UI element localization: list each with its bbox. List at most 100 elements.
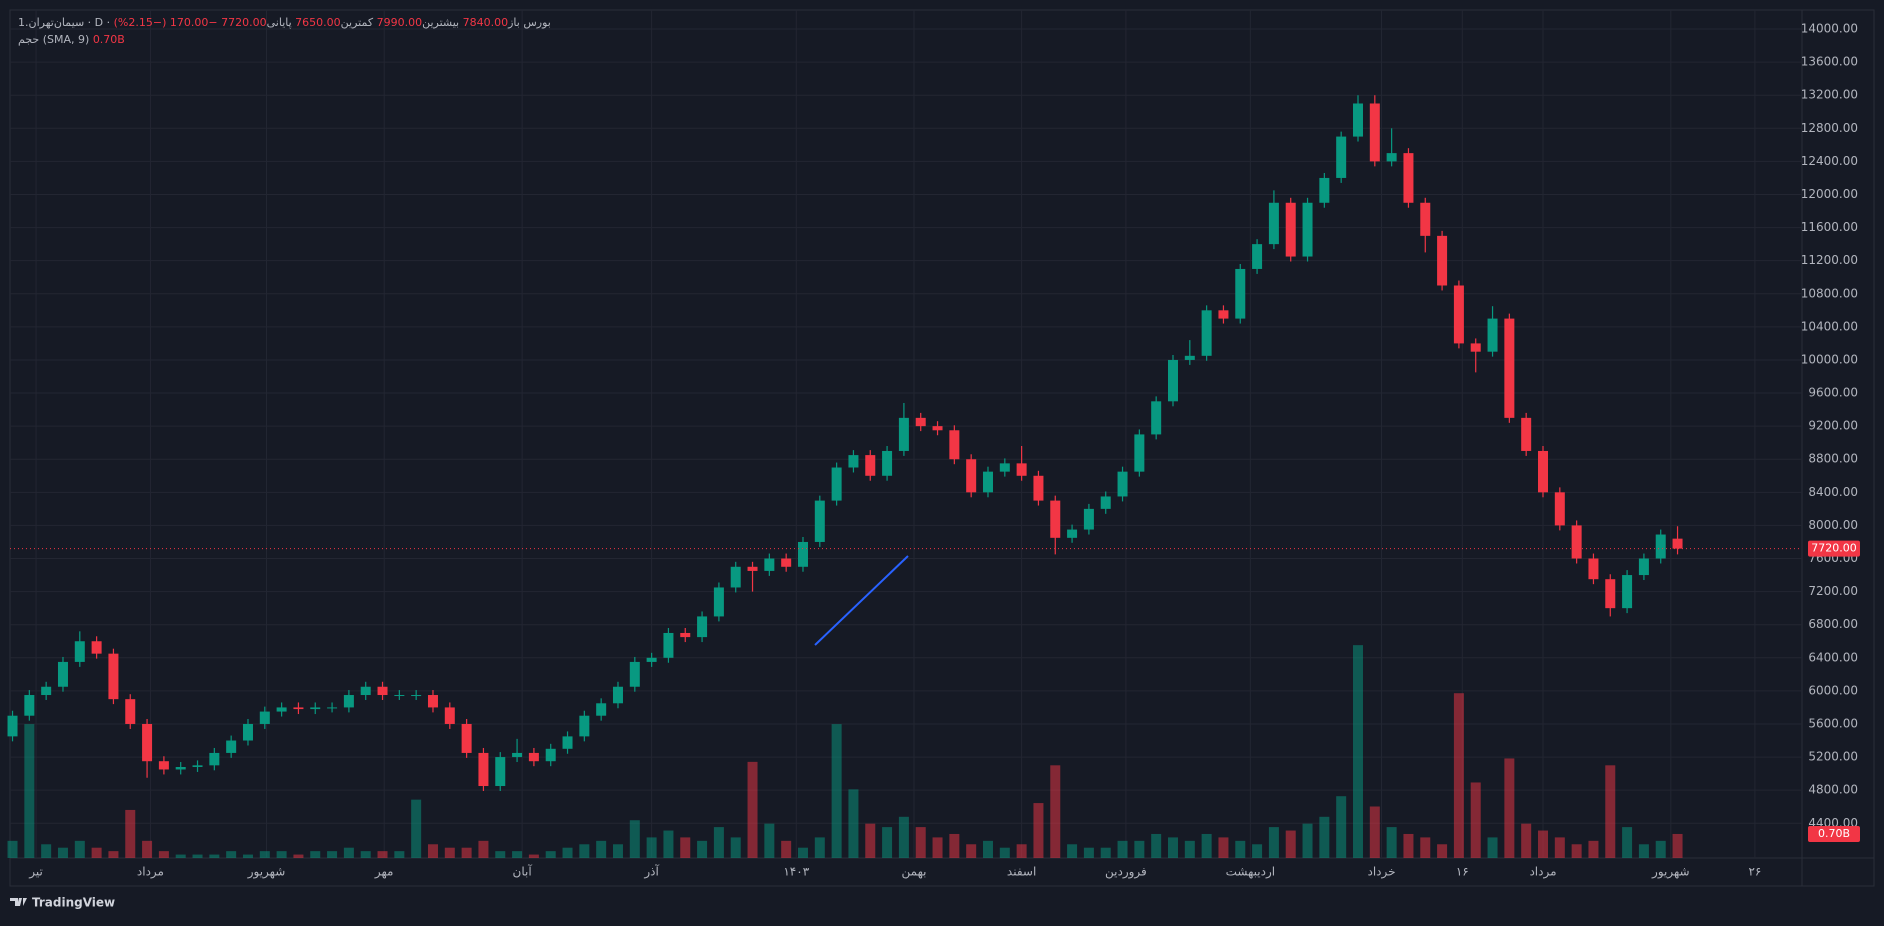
candle-body: [1151, 401, 1162, 435]
candle-body: [478, 752, 489, 787]
volume-bar: [1067, 844, 1078, 858]
x-tick-label: خرداد: [1368, 865, 1396, 880]
volume-bar: [91, 847, 102, 858]
candle-body: [1554, 492, 1565, 526]
volume-bar: [747, 761, 758, 858]
y-tick-label: 12400.00: [1801, 154, 1858, 168]
candle-body: [1352, 103, 1363, 137]
x-tick-label: شهریور: [1651, 865, 1690, 880]
y-tick-label: 10000.00: [1801, 352, 1858, 366]
volume-bar: [596, 840, 607, 858]
candle-body: [1537, 450, 1548, 493]
last-price-label: 7720.00: [1811, 542, 1857, 555]
volume-bar: [1672, 833, 1683, 858]
volume-bar: [1134, 840, 1145, 858]
volume-bar: [579, 844, 590, 858]
x-tick-label: مرداد: [137, 865, 164, 880]
volume-bar: [814, 837, 825, 858]
volume-bar: [1151, 833, 1162, 858]
x-tick-label: فروردین: [1105, 865, 1147, 880]
candle-body: [1201, 310, 1212, 356]
volume-bar: [461, 847, 472, 858]
candle-body: [175, 766, 186, 770]
candle-body: [1369, 103, 1380, 162]
y-tick-label: 5200.00: [1808, 750, 1858, 764]
candle-body: [1622, 575, 1633, 609]
y-tick-label: 8400.00: [1808, 485, 1858, 499]
volume-bar: [209, 854, 220, 858]
volume-bar: [1504, 758, 1515, 858]
volume-bar: [1437, 844, 1448, 858]
candle-body: [1453, 285, 1464, 344]
candle-body: [646, 657, 657, 662]
candle-body: [158, 761, 169, 770]
y-tick-label: 9200.00: [1808, 419, 1858, 433]
volume-bar: [1252, 844, 1263, 858]
y-tick-label: 8800.00: [1808, 452, 1858, 466]
volume-bar: [982, 840, 993, 858]
last-price-box: [1808, 540, 1860, 557]
volume-bar: [512, 851, 523, 858]
label: باز: [508, 16, 520, 29]
candle-body: [831, 467, 842, 501]
volume-bar: [1487, 837, 1498, 858]
candle-body: [1083, 508, 1094, 530]
candle-body: [495, 757, 506, 787]
y-tick-label: 10800.00: [1801, 286, 1858, 300]
candle-body: [1504, 318, 1515, 418]
volume-bar: [1537, 830, 1548, 858]
volume-bar: [1201, 833, 1212, 858]
candle-body: [242, 723, 253, 741]
volume-bar: [1218, 837, 1229, 858]
candle-body: [629, 661, 640, 687]
volume-bar: [1470, 782, 1481, 858]
candle-body: [932, 426, 943, 431]
volume-bar: [495, 851, 506, 858]
volume-bar: [1336, 796, 1347, 858]
x-tick-label: مرداد: [1529, 865, 1556, 880]
candle-body: [1638, 558, 1649, 576]
candle-body: [764, 558, 775, 571]
candle-body: [1521, 417, 1532, 451]
volume-bar: [562, 847, 573, 858]
candle-body: [1319, 177, 1330, 203]
x-tick-label: ۱۴۰۳: [783, 865, 809, 879]
volume-bar: [865, 823, 876, 858]
candle-body: [1470, 343, 1481, 352]
volume-bar: [1403, 833, 1414, 858]
volume-bar: [1235, 840, 1246, 858]
candle-body: [781, 558, 792, 567]
label: حجم (SMA, 9): [18, 33, 90, 46]
candle-body: [108, 653, 119, 700]
candle-body: [377, 686, 388, 696]
x-tick-label: آذر: [643, 864, 659, 880]
candle-body: [343, 695, 354, 708]
candle-body: [394, 695, 405, 697]
candle-body: [663, 632, 674, 658]
candle-body: [1302, 202, 1313, 257]
volume-bar: [932, 837, 943, 858]
candle-body: [848, 455, 859, 468]
candle-body: [1235, 268, 1246, 319]
volume-bar: [1033, 803, 1044, 858]
volume-bar: [125, 809, 136, 858]
volume-bar: [108, 851, 119, 858]
volume-bar: [192, 854, 203, 858]
candle-body: [1067, 529, 1078, 538]
y-tick-label: 6400.00: [1808, 650, 1858, 664]
volume-bar: [1453, 693, 1464, 858]
volume-bar: [545, 851, 556, 858]
frame: [9, 9, 1875, 887]
y-tick-label: 9600.00: [1808, 386, 1858, 400]
candle-body: [612, 686, 623, 704]
volume-bar: [293, 854, 304, 858]
volume-bar: [1369, 806, 1380, 858]
volume-bar: [360, 851, 371, 858]
trend-line[interactable]: [814, 555, 909, 646]
volume-bar: [612, 844, 623, 858]
volume-bar: [697, 840, 708, 858]
candle-body: [1588, 558, 1599, 580]
candle-body: [1252, 244, 1263, 269]
y-tick-label: 12800.00: [1801, 121, 1858, 135]
